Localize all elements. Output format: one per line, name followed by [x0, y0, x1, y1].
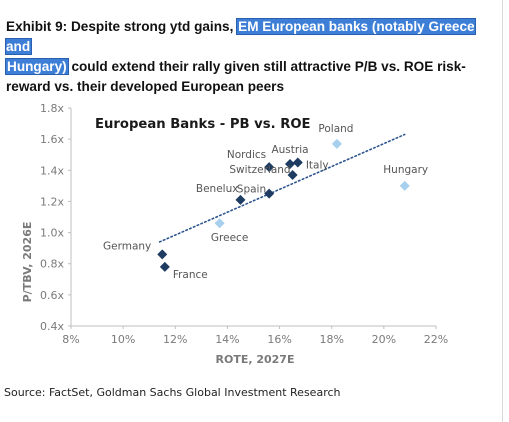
y-axis-label: P/TBV, 2026E [21, 222, 34, 303]
source-note: Source: FactSet, Goldman Sachs Global In… [4, 386, 341, 399]
exhibit-heading: Exhibit 9: Despite strong ytd gains, EM … [5, 17, 476, 97]
point-marker-italy [292, 157, 303, 168]
point-label-austria: Austria [271, 144, 308, 156]
y-tick-label: 0.8x [40, 258, 64, 271]
heading-part1: Exhibit 9: Despite strong ytd gains, [6, 19, 238, 34]
x-tick-label: 22% [424, 333, 448, 346]
y-tick-label: 0.6x [40, 289, 64, 302]
point-marker-spain [264, 188, 275, 199]
heading-highlight-2: Hungary) [5, 58, 69, 75]
y-tick-label: 1.0x [40, 227, 64, 240]
y-tick-label: 1.6x [40, 133, 64, 146]
x-tick-label: 12% [163, 333, 187, 346]
point-label-germany: Germany [103, 240, 151, 252]
point-label-hungary: Hungary [383, 164, 428, 176]
x-tick-label: 8% [62, 333, 79, 346]
point-label-greece: Greece [211, 232, 248, 244]
right-divider [502, 0, 503, 422]
point-label-nordics: Nordics [227, 149, 266, 161]
chart-title: European Banks - PB vs. ROE [95, 117, 311, 132]
x-tick-label: 10% [111, 333, 135, 346]
x-tick-label: 16% [267, 333, 291, 346]
points-layer [157, 138, 410, 272]
y-tick-label: 1.2x [40, 195, 64, 208]
point-marker-germany [157, 249, 168, 260]
point-marker-switzerland [287, 169, 298, 180]
point-marker-poland [331, 138, 342, 149]
point-label-poland: Poland [318, 123, 353, 135]
point-label-italy: Italy [306, 160, 329, 172]
point-marker-france [159, 261, 170, 272]
heading-part2: could extend their rally given still att… [6, 59, 466, 94]
y-tick-label: 1.8x [40, 102, 64, 115]
chart-axes: 0.4x 0.6x 0.8x 1.0x 1.2x 1.4x 1.6x 1.8x 8% 10% 12%… [40, 102, 448, 346]
x-tick-label: 18% [319, 333, 343, 346]
point-marker-benelux [235, 194, 246, 205]
scatter-chart: European Banks - PB vs. ROE 0.4x 0.6x 0.8x… [21, 102, 448, 366]
point-marker-austria [285, 159, 295, 170]
y-tick-label: 0.4x [40, 320, 64, 333]
point-label-spain: Spain [237, 184, 266, 196]
x-axis-label: ROTE, 2027E [216, 353, 295, 366]
point-marker-greece [214, 218, 225, 229]
x-tick-label: 20% [372, 333, 396, 346]
point-marker-nordics [264, 162, 275, 173]
y-tick-label: 1.4x [40, 164, 64, 177]
point-label-switzerland: Switzerland [229, 164, 290, 176]
point-label-france: France [173, 269, 208, 281]
point-label-benelux: Benelux [196, 183, 239, 195]
point-marker-hungary [399, 180, 410, 191]
trendline [158, 133, 406, 243]
trendline-layer [158, 133, 406, 243]
x-tick-label: 14% [215, 333, 239, 346]
